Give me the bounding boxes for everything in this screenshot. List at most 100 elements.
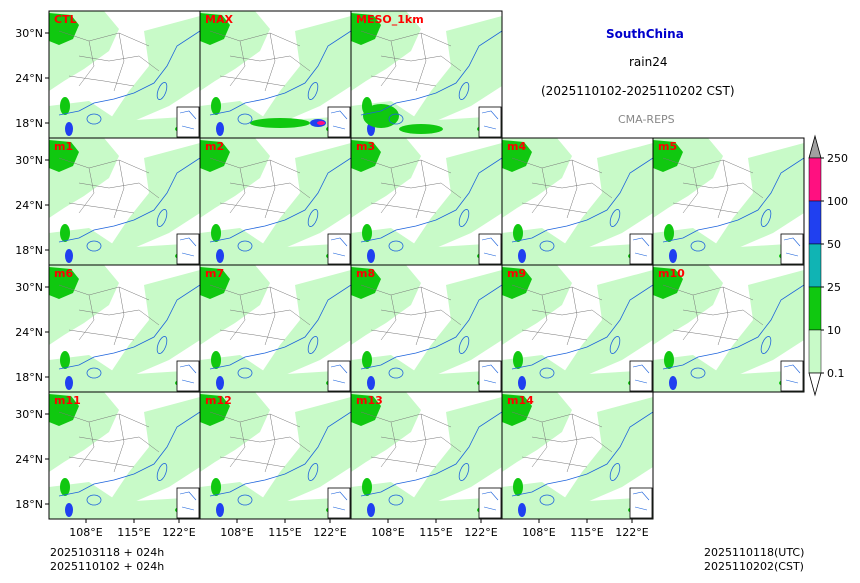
moderate-rain-area [60, 478, 70, 496]
map-panel-m4: m4 [501, 137, 654, 266]
province-border [58, 157, 150, 174]
coastline [511, 411, 653, 497]
lat-tick-label: 24°N [15, 72, 43, 85]
province-border [113, 413, 125, 473]
lon-tick-label: 122°E [313, 526, 346, 539]
province-border [68, 202, 135, 214]
map-panel-m3: m3 [350, 137, 503, 266]
colorbar-segment [808, 286, 822, 331]
province-border [264, 32, 276, 92]
map-panel-m13: m13 [350, 391, 503, 520]
heavy-rain-area [518, 503, 526, 517]
light-rain-area [562, 270, 653, 375]
coastline [360, 411, 502, 497]
south-china-sea-inset [327, 106, 351, 138]
light-rain-area [200, 228, 351, 265]
heavy-rain-area [216, 376, 224, 390]
hainan-island [539, 240, 555, 252]
province-border [209, 30, 301, 47]
hainan-island [388, 240, 404, 252]
province-border [113, 159, 125, 219]
inset-coast [179, 237, 197, 257]
heavy-rain-area [216, 503, 224, 517]
coastline [662, 157, 804, 243]
lat-tick-label: 18°N [15, 498, 43, 511]
province-border [682, 167, 699, 214]
province-border [58, 284, 150, 301]
hainan-island [388, 494, 404, 506]
province-border [78, 421, 95, 468]
province-border [58, 411, 150, 428]
taiwan-island [609, 209, 621, 227]
south-china-sea-inset [780, 360, 804, 392]
province-border [531, 167, 548, 214]
heavy-rain-area [669, 249, 677, 263]
south-china-sea-inset [176, 487, 200, 519]
panel-label: m8 [356, 267, 375, 280]
taiwan-island [458, 463, 470, 481]
taiwan-island [458, 336, 470, 354]
province-border [229, 294, 246, 341]
south-china-sea-inset [629, 360, 653, 392]
map-panel-max: MAX [199, 10, 352, 139]
south-china-sea-inset [327, 233, 351, 265]
hainan-island [86, 240, 102, 252]
lon-tick-label: 115°E [268, 526, 301, 539]
coastline [209, 284, 351, 370]
lat-tick-label: 30°N [15, 154, 43, 167]
moderate-rain-area [211, 97, 221, 115]
light-rain-area [200, 355, 351, 392]
map-panel-m10: m10 [652, 264, 805, 393]
lat-tick-label: 24°N [15, 326, 43, 339]
moderate-rain-area [362, 224, 372, 242]
moderate-rain-area [664, 224, 674, 242]
moderate-rain-area [60, 351, 70, 369]
inset-coast [632, 237, 650, 257]
province-border [113, 32, 125, 92]
map-panel-m6: m6 [48, 264, 201, 393]
colorbar-label: 50 [827, 238, 841, 251]
moderate-rain-area [60, 224, 70, 242]
coastline [511, 284, 653, 370]
province-border [78, 309, 160, 326]
inset-coast [330, 491, 348, 511]
province-border [264, 159, 276, 219]
moderate-rain-area [351, 140, 381, 172]
moderate-rain-area [502, 394, 532, 426]
province-border [662, 157, 754, 174]
south-china-sea-inset [327, 360, 351, 392]
inset-coast [783, 364, 801, 384]
taiwan-island [609, 463, 621, 481]
light-rain-area [562, 397, 653, 502]
moderate-rain-area [513, 351, 523, 369]
panel-label: m10 [658, 267, 685, 280]
hainan-island [690, 367, 706, 379]
province-border [68, 75, 135, 87]
light-rain-area [653, 355, 804, 392]
inset-coast [179, 364, 197, 384]
province-border [113, 286, 125, 346]
colorbar-label: 0.1 [827, 367, 845, 380]
colorbar-segment [808, 329, 822, 374]
period-label: (2025110102-2025110202 CST) [541, 84, 735, 98]
moderate-rain-area [362, 351, 372, 369]
province-border [531, 421, 548, 468]
province-border [229, 436, 311, 453]
heavy-rain-area [65, 249, 73, 263]
heavy-rain-area [216, 249, 224, 263]
taiwan-island [307, 209, 319, 227]
panel-label: m12 [205, 394, 232, 407]
inset-coast [481, 237, 499, 257]
province-border [209, 411, 301, 428]
inset-coast [632, 491, 650, 511]
light-rain-area [200, 101, 351, 138]
province-border [219, 329, 286, 341]
colorbar-segment [808, 243, 822, 288]
south-china-sea-inset [629, 233, 653, 265]
province-border [229, 40, 246, 87]
province-border [566, 286, 578, 346]
lat-tick-label: 18°N [15, 244, 43, 257]
province-border [370, 202, 437, 214]
heavy-rain-area [65, 122, 73, 136]
